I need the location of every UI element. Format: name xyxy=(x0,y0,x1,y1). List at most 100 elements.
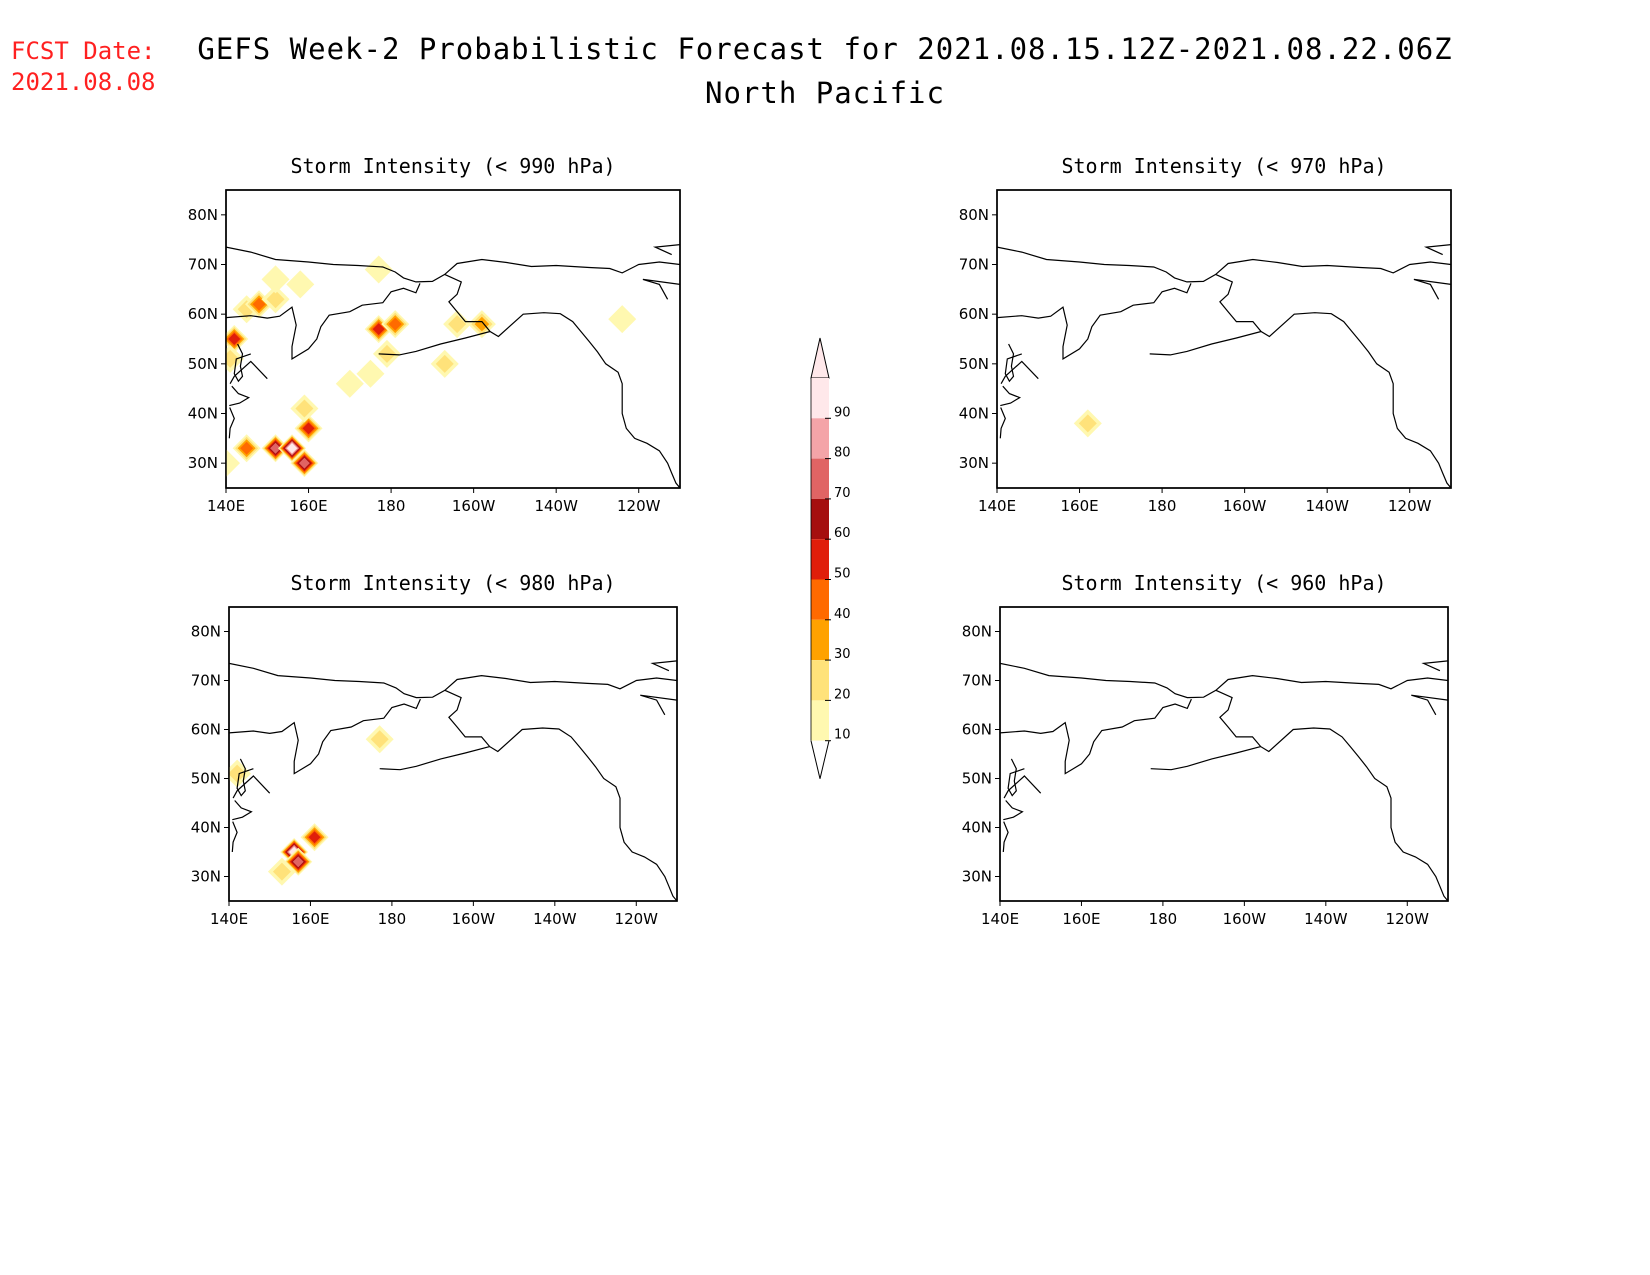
map-frame xyxy=(225,189,681,489)
forecast-date-label: FCST Date: xyxy=(11,37,156,65)
colorbar-swatch xyxy=(811,619,829,661)
colorbar-swatch xyxy=(811,418,829,459)
colorbar-swatch xyxy=(811,498,829,540)
coastline xyxy=(1215,689,1448,901)
y-tick-label: 60N xyxy=(188,305,218,323)
coastline xyxy=(229,698,421,775)
coastline xyxy=(444,273,680,488)
map-panel: 140E 160E 180 160W 140W 120W 80N 70N 60N 50N 40N 30… xyxy=(959,154,1452,515)
probability-contour xyxy=(608,305,637,334)
coastline xyxy=(1002,821,1009,853)
coastline xyxy=(999,407,1006,439)
y-tick-label: 70N xyxy=(962,672,992,690)
coastline xyxy=(228,407,235,439)
x-tick-label: 140W xyxy=(1304,910,1348,928)
x-tick-label: 180 xyxy=(1149,910,1178,928)
probability-contour xyxy=(226,449,240,478)
x-tick-label: 160W xyxy=(1223,910,1267,928)
coastline xyxy=(1003,775,1042,799)
y-tick-label: 70N xyxy=(188,256,218,274)
coastline xyxy=(1007,758,1025,797)
probability-contour xyxy=(266,290,285,309)
map-border xyxy=(225,189,681,489)
coastline xyxy=(640,694,677,716)
coastline xyxy=(1000,698,1192,775)
map-contents xyxy=(226,244,680,488)
probability-contour xyxy=(272,862,291,881)
colorbar-label: 40 xyxy=(834,607,851,622)
colorbar-swatch xyxy=(811,579,829,620)
coastline xyxy=(232,800,253,821)
probability-contour xyxy=(229,764,247,783)
x-tick-label: 180 xyxy=(1148,497,1177,515)
y-tick-label: 40N xyxy=(188,405,218,423)
panel-title: Storm Intensity (< 960 hPa) xyxy=(1061,571,1386,595)
map-contents xyxy=(997,244,1451,488)
coastline xyxy=(233,343,251,383)
y-tick-label: 40N xyxy=(959,405,989,423)
coastline xyxy=(1000,385,1022,407)
colorbar-label: 50 xyxy=(834,567,851,582)
colorbar-label: 80 xyxy=(834,446,851,461)
probability-contour xyxy=(226,349,240,368)
map-panel: 140E 160E 180 160W 140W 120W 80N 70N 60N 50N 40N 30… xyxy=(188,154,681,515)
map-contents xyxy=(1000,660,1448,901)
probability-contour xyxy=(286,270,315,299)
y-tick-label: 60N xyxy=(962,721,992,739)
colorbar-label: 20 xyxy=(834,687,851,702)
x-tick-label: 140W xyxy=(533,910,577,928)
y-tick-label: 50N xyxy=(191,770,221,788)
coastline xyxy=(226,283,421,360)
x-tick-label: 160W xyxy=(452,497,496,515)
y-tick-label: 80N xyxy=(188,206,218,224)
y-tick-label: 40N xyxy=(962,819,992,837)
coastline xyxy=(1003,800,1024,821)
coastline xyxy=(229,360,268,384)
probability-contour xyxy=(228,333,241,345)
y-tick-label: 30N xyxy=(191,868,221,886)
x-tick-label: 140W xyxy=(534,497,578,515)
colorbar-label: 70 xyxy=(834,486,851,501)
x-tick-label: 180 xyxy=(377,497,406,515)
probability-contour xyxy=(364,255,393,284)
coastline xyxy=(1150,746,1261,771)
probability-contour xyxy=(448,315,467,334)
x-tick-label: 140E xyxy=(210,910,248,928)
map-border xyxy=(996,189,1452,489)
colorbar-swatch xyxy=(811,700,829,741)
x-tick-label: 140E xyxy=(978,497,1016,515)
x-tick-label: 160E xyxy=(289,497,327,515)
probability-contour xyxy=(474,316,490,332)
panel-title: Storm Intensity (< 980 hPa) xyxy=(290,571,615,595)
x-tick-label: 160E xyxy=(1062,910,1100,928)
coastline xyxy=(379,746,490,771)
probability-contour xyxy=(286,443,298,454)
y-tick-label: 40N xyxy=(191,819,221,837)
y-tick-label: 50N xyxy=(188,355,218,373)
x-tick-label: 120W xyxy=(1386,910,1430,928)
coastline xyxy=(1215,273,1451,488)
x-tick-label: 160E xyxy=(291,910,329,928)
y-tick-label: 70N xyxy=(959,256,989,274)
coastline xyxy=(650,660,677,672)
y-tick-label: 30N xyxy=(959,454,989,472)
figure-subtitle: North Pacific xyxy=(705,76,945,110)
x-tick-label: 140E xyxy=(981,910,1019,928)
coastline xyxy=(444,689,677,901)
colorbar-label: 60 xyxy=(834,526,851,541)
colorbar-top-triangle xyxy=(810,337,830,379)
map-panel: 140E 160E 180 160W 140W 120W 80N 70N 60N 50N 40N 30… xyxy=(962,571,1449,928)
coastline xyxy=(1423,244,1451,256)
probability-contour xyxy=(292,856,304,868)
x-tick-label: 160W xyxy=(1223,497,1267,515)
x-tick-label: 120W xyxy=(617,497,661,515)
probability-contour xyxy=(295,399,314,418)
colorbar-swatch xyxy=(811,378,829,419)
coastline xyxy=(231,821,238,853)
coastline xyxy=(1149,330,1262,356)
probability-contour xyxy=(298,457,310,469)
panel-title: Storm Intensity (< 970 hPa) xyxy=(1061,154,1386,178)
coastline xyxy=(652,244,680,256)
coastline xyxy=(1411,694,1448,716)
